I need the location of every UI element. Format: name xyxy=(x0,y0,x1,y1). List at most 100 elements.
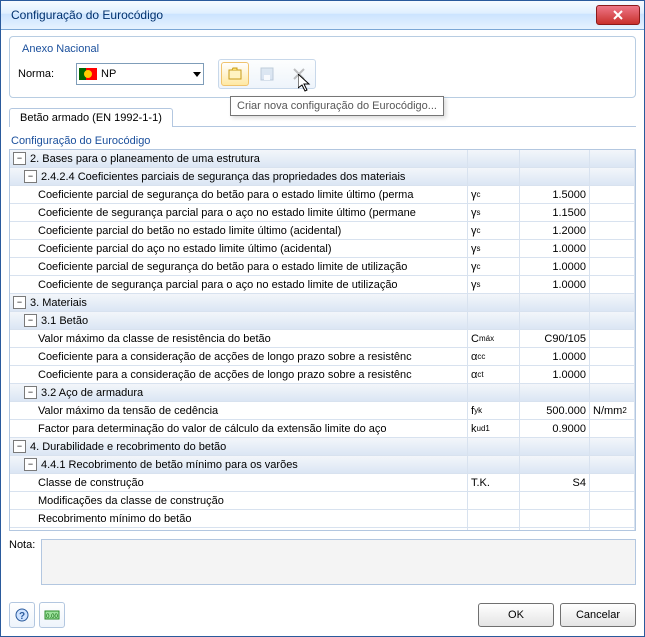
tree-data-row[interactable]: Coeficiente parcial de segurança do betã… xyxy=(10,186,635,204)
tree-header-row[interactable]: −4.4.1 Recobrimento de betão mínimo para… xyxy=(10,456,635,474)
help-button[interactable]: ? xyxy=(9,602,35,628)
collapse-toggle[interactable]: − xyxy=(13,296,26,309)
tree-data-row[interactable]: Coeficiente parcial de segurança do betã… xyxy=(10,258,635,276)
row-unit xyxy=(590,222,635,239)
tree-data-row[interactable]: Valor máximo da classe de resistência do… xyxy=(10,330,635,348)
row-unit xyxy=(590,510,635,527)
nota-textarea[interactable] xyxy=(41,539,636,585)
row-value[interactable]: 0.0 xyxy=(520,528,590,531)
delete-button xyxy=(285,62,313,86)
row-value[interactable] xyxy=(520,510,590,527)
row-symbol: Cmáx xyxy=(468,330,520,347)
row-label: Elemento de segurança aditivo para o aum… xyxy=(10,528,468,531)
row-unit xyxy=(590,276,635,293)
tree-data-row[interactable]: Coeficiente de segurança parcial para o … xyxy=(10,204,635,222)
row-unit xyxy=(590,204,635,221)
tree-data-row[interactable]: Factor para determinação do valor de cál… xyxy=(10,420,635,438)
row-value[interactable]: 1.0000 xyxy=(520,348,590,365)
row-value[interactable]: 1.0000 xyxy=(520,366,590,383)
row-symbol: kud1 xyxy=(468,420,520,437)
row-value[interactable]: S4 xyxy=(520,474,590,491)
row-symbol: γs xyxy=(468,276,520,293)
row-unit xyxy=(590,186,635,203)
parameter-tree[interactable]: −2. Bases para o planeamento de uma estr… xyxy=(9,149,636,531)
tree-data-row[interactable]: Valor máximo da tensão de cedênciafyk500… xyxy=(10,402,635,420)
row-symbol xyxy=(468,510,520,527)
tree-data-row[interactable]: Coeficiente de segurança parcial para o … xyxy=(10,276,635,294)
row-label: Valor máximo da classe de resistência do… xyxy=(10,330,468,347)
row-label: Coeficiente parcial do aço no estado lim… xyxy=(10,240,468,257)
row-label: Coeficiente para a consideração de acçõe… xyxy=(10,366,468,383)
tree-data-row[interactable]: Coeficiente para a consideração de acçõe… xyxy=(10,348,635,366)
svg-text:0.00: 0.00 xyxy=(46,614,58,620)
tree-data-row[interactable]: Classe de construçãoT.K.S4 xyxy=(10,474,635,492)
row-unit xyxy=(590,474,635,491)
toolbar xyxy=(218,59,316,89)
row-symbol: αcc xyxy=(468,348,520,365)
row-symbol: γs xyxy=(468,240,520,257)
row-label: Modificações da classe de construção xyxy=(10,492,468,509)
norma-select[interactable]: NP xyxy=(76,63,204,85)
window-title: Configuração do Eurocódigo xyxy=(11,8,596,22)
tree-header-row[interactable]: −2.4.2.4 Coeficientes parciais de segura… xyxy=(10,168,635,186)
tab-concrete[interactable]: Betão armado (EN 1992-1-1) xyxy=(9,108,173,127)
row-value[interactable]: 0.9000 xyxy=(520,420,590,437)
row-label: −2. Bases para o planeamento de uma estr… xyxy=(10,150,468,167)
content: Anexo Nacional Norma: NP xyxy=(1,30,644,636)
row-value[interactable]: 1.2000 xyxy=(520,222,590,239)
norma-label: Norma: xyxy=(18,68,68,80)
row-label: −3. Materiais xyxy=(10,294,468,311)
tree-data-row[interactable]: Coeficiente para a consideração de acçõe… xyxy=(10,366,635,384)
row-value[interactable]: 1.1500 xyxy=(520,204,590,221)
row-label: Valor máximo da tensão de cedência xyxy=(10,402,468,419)
tree-data-row[interactable]: Elemento de segurança aditivo para o aum… xyxy=(10,528,635,531)
row-unit xyxy=(590,420,635,437)
row-symbol: γs xyxy=(468,204,520,221)
national-annex-legend: Anexo Nacional xyxy=(18,43,103,55)
collapse-toggle[interactable]: − xyxy=(24,386,37,399)
row-unit xyxy=(590,366,635,383)
collapse-toggle[interactable]: − xyxy=(24,458,37,471)
row-value[interactable]: 1.0000 xyxy=(520,240,590,257)
collapse-toggle[interactable]: − xyxy=(24,314,37,327)
row-value[interactable]: 1.0000 xyxy=(520,276,590,293)
row-label: Coeficiente parcial do betão no estado l… xyxy=(10,222,468,239)
row-value[interactable]: 1.5000 xyxy=(520,186,590,203)
tree-header-row[interactable]: −4. Durabilidade e recobrimento do betão xyxy=(10,438,635,456)
collapse-toggle[interactable]: − xyxy=(24,170,37,183)
close-button[interactable] xyxy=(596,5,640,25)
tree-data-row[interactable]: Coeficiente parcial do betão no estado l… xyxy=(10,222,635,240)
tree-data-row[interactable]: Recobrimento mínimo do betão xyxy=(10,510,635,528)
row-label: Coeficiente parcial de segurança do betã… xyxy=(10,186,468,203)
tree-data-row[interactable]: Coeficiente parcial do aço no estado lim… xyxy=(10,240,635,258)
tree-data-row[interactable]: Modificações da classe de construção xyxy=(10,492,635,510)
new-config-button[interactable] xyxy=(221,62,249,86)
row-value[interactable]: C90/105 xyxy=(520,330,590,347)
tooltip: Criar nova configuração do Eurocódigo... xyxy=(230,96,444,116)
row-symbol: γc xyxy=(468,186,520,203)
tree-header-row[interactable]: −3.1 Betão xyxy=(10,312,635,330)
row-symbol: γc xyxy=(468,222,520,239)
row-label: Recobrimento mínimo do betão xyxy=(10,510,468,527)
row-label: −2.4.2.4 Coeficientes parciais de segura… xyxy=(10,168,468,185)
cancel-button[interactable]: Cancelar xyxy=(560,603,636,627)
row-symbol: γc xyxy=(468,258,520,275)
norma-value: NP xyxy=(101,68,116,80)
row-value[interactable]: 500.000 xyxy=(520,402,590,419)
national-annex-group: Anexo Nacional Norma: NP xyxy=(9,36,636,98)
row-unit xyxy=(590,240,635,257)
row-value[interactable] xyxy=(520,492,590,509)
collapse-toggle[interactable]: − xyxy=(13,440,26,453)
collapse-toggle[interactable]: − xyxy=(13,152,26,165)
tree-header-row[interactable]: −2. Bases para o planeamento de uma estr… xyxy=(10,150,635,168)
tree-header-row[interactable]: −3. Materiais xyxy=(10,294,635,312)
ok-button[interactable]: OK xyxy=(478,603,554,627)
tree-header-row[interactable]: −3.2 Aço de armadura xyxy=(10,384,635,402)
row-label: Coeficiente parcial de segurança do betã… xyxy=(10,258,468,275)
row-symbol: T.K. xyxy=(468,474,520,491)
row-value[interactable]: 1.0000 xyxy=(520,258,590,275)
units-button[interactable]: 0.00 xyxy=(39,602,65,628)
row-symbol: fyk xyxy=(468,402,520,419)
row-symbol: αct xyxy=(468,366,520,383)
row-label: Coeficiente para a consideração de acçõe… xyxy=(10,348,468,365)
